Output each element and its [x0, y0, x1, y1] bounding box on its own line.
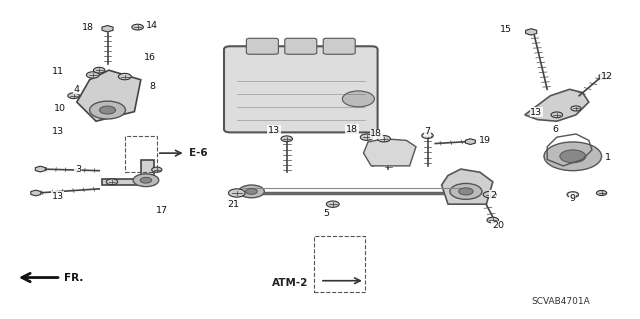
Circle shape — [422, 133, 433, 138]
Text: ATM-2: ATM-2 — [272, 278, 308, 288]
Text: SCVAB4701A: SCVAB4701A — [531, 297, 590, 306]
Bar — [125, 136, 157, 172]
Circle shape — [551, 112, 563, 118]
Text: 21: 21 — [228, 200, 239, 209]
Circle shape — [450, 183, 482, 199]
Text: 15: 15 — [500, 25, 511, 34]
FancyBboxPatch shape — [323, 38, 355, 54]
Text: 18: 18 — [82, 23, 93, 32]
Circle shape — [86, 72, 99, 78]
Circle shape — [483, 191, 496, 198]
Polygon shape — [364, 139, 416, 166]
Polygon shape — [465, 139, 476, 145]
Circle shape — [93, 67, 105, 73]
Circle shape — [68, 93, 79, 99]
Polygon shape — [102, 160, 154, 185]
Circle shape — [487, 217, 499, 223]
FancyBboxPatch shape — [246, 38, 278, 54]
Circle shape — [228, 189, 245, 197]
Text: 4: 4 — [74, 85, 80, 94]
Circle shape — [246, 189, 257, 194]
Circle shape — [567, 192, 579, 197]
Circle shape — [152, 167, 162, 172]
Text: 10: 10 — [54, 104, 65, 113]
Circle shape — [596, 190, 607, 196]
Polygon shape — [525, 29, 537, 35]
Text: 13: 13 — [268, 126, 280, 135]
Bar — [314, 236, 365, 292]
Circle shape — [140, 177, 152, 183]
FancyBboxPatch shape — [224, 46, 378, 132]
Text: 5: 5 — [323, 209, 330, 218]
Text: 16: 16 — [145, 53, 156, 62]
Circle shape — [239, 185, 264, 198]
Polygon shape — [77, 70, 141, 121]
Text: 11: 11 — [52, 67, 63, 76]
Polygon shape — [31, 190, 41, 196]
Circle shape — [133, 174, 159, 187]
Text: 3: 3 — [75, 165, 81, 174]
Text: 14: 14 — [147, 21, 158, 30]
Polygon shape — [102, 26, 113, 32]
Circle shape — [132, 24, 143, 30]
Text: 12: 12 — [601, 72, 612, 81]
Circle shape — [560, 150, 586, 163]
Text: 13: 13 — [531, 108, 542, 117]
Text: 6: 6 — [552, 125, 559, 134]
Circle shape — [99, 106, 116, 114]
Polygon shape — [525, 89, 589, 121]
Circle shape — [571, 106, 581, 111]
Circle shape — [106, 179, 118, 185]
Circle shape — [281, 136, 292, 142]
Text: 17: 17 — [156, 206, 168, 215]
Circle shape — [544, 142, 602, 171]
Text: 20: 20 — [492, 221, 504, 230]
Text: 18: 18 — [371, 130, 382, 138]
Text: E-6: E-6 — [189, 148, 207, 158]
Text: 8: 8 — [149, 82, 156, 91]
Text: 13: 13 — [52, 127, 63, 136]
Text: 13: 13 — [52, 192, 63, 201]
Circle shape — [459, 188, 473, 195]
Text: 19: 19 — [479, 137, 491, 145]
Circle shape — [342, 91, 374, 107]
Polygon shape — [442, 169, 493, 204]
Circle shape — [378, 136, 390, 142]
Circle shape — [326, 201, 339, 207]
Text: 2: 2 — [490, 191, 496, 200]
Text: 1: 1 — [605, 153, 611, 162]
Text: 18: 18 — [346, 125, 358, 134]
Text: 7: 7 — [424, 127, 431, 136]
Polygon shape — [35, 166, 45, 172]
FancyBboxPatch shape — [285, 38, 317, 54]
Text: FR.: FR. — [64, 273, 83, 283]
Circle shape — [118, 73, 131, 80]
Text: 9: 9 — [570, 194, 576, 203]
Polygon shape — [599, 74, 609, 79]
Circle shape — [90, 101, 125, 119]
Circle shape — [360, 134, 373, 140]
